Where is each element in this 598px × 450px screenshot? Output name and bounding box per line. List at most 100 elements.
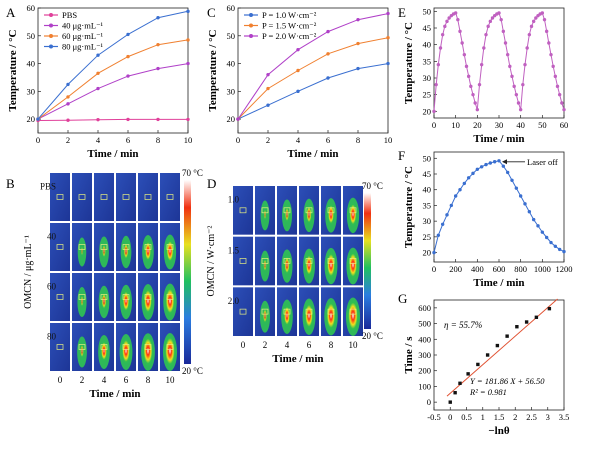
panel-d-thermal-hotspot <box>263 258 267 272</box>
chart-a-xtick-label: 4 <box>96 135 101 145</box>
chart-f-ylabel: Temperature / °C <box>403 166 415 248</box>
chart-e-data-point <box>440 32 445 37</box>
chart-e-data-point <box>503 41 508 45</box>
panel-b-col-label: 2 <box>80 375 85 385</box>
chart-a-series-line <box>37 39 189 120</box>
chart-e-data-point <box>553 74 558 79</box>
panel-d-thermal-cell <box>232 185 254 236</box>
panel-d-thermal-hotspot <box>283 304 291 327</box>
chart-g-xtick-label: 2.5 <box>526 412 537 422</box>
panel-b-roi-box <box>78 244 86 250</box>
chart-e-ytick-label: 20 <box>423 106 432 116</box>
panel-b-col-label: 4 <box>102 375 107 385</box>
chart-f-data-point <box>449 203 454 208</box>
panel-d-thermal-hotspot <box>305 253 313 277</box>
panel-d-roi-box <box>239 207 247 214</box>
chart-c-legend-marker <box>249 23 253 28</box>
efficiency-annotation: η = 55.7% <box>444 320 482 330</box>
chart-c-data-point <box>386 36 390 40</box>
chart-f-ytick-label: 25 <box>423 232 432 242</box>
chart-e-data-point <box>518 107 523 112</box>
chart-a-xlabel: Time / min <box>87 148 138 160</box>
panel-d-col-label: 6 <box>307 340 312 350</box>
panel-b-thermal-hotspot <box>121 337 131 365</box>
chart-e-xtick-label: 0 <box>432 120 436 130</box>
panel-b-row-label: 40 <box>47 232 57 242</box>
chart-e-data-point <box>516 101 521 105</box>
chart-c-data-point <box>266 103 270 107</box>
chart-f-data-point <box>453 194 458 198</box>
panel-b-row-label: PBS <box>40 182 56 192</box>
chart-e-data-point <box>447 16 451 20</box>
chart-a-data-point <box>66 82 70 87</box>
chart-c-data-point <box>296 89 300 94</box>
panel-d-row-label: 1.0 <box>228 195 240 205</box>
chart-a-series-line <box>37 63 189 120</box>
panel-b-ylabel: OMCN / μg·mL⁻¹ <box>23 235 34 309</box>
chart-e-data-point <box>562 107 566 112</box>
chart-c-xtick-label: 10 <box>384 135 393 145</box>
chart-a-series-line <box>37 118 188 121</box>
panel-b-roi-box <box>166 194 174 200</box>
chart-f-series-line <box>433 160 565 253</box>
chart-f-xtick-label: 1000 <box>534 264 551 274</box>
chart-e-data-point <box>469 84 473 89</box>
chart-e-data-point <box>555 84 560 89</box>
panel-b-roi-box <box>56 244 64 250</box>
panel-b-roi-box <box>122 294 130 300</box>
chart-a-data-point <box>156 66 160 71</box>
chart-f-xtick-label: 600 <box>493 264 506 274</box>
chart-a-xtick-label: 2 <box>66 135 70 145</box>
panel-d-roi-box <box>349 308 357 315</box>
chart-f-data-point <box>440 222 445 226</box>
chart-f-data-point <box>445 213 449 217</box>
panel-d-thermal-hotspot <box>262 307 268 324</box>
panel-d-roi-box <box>261 207 269 214</box>
panel-b-colorbar-min: 20 °C <box>182 366 203 376</box>
panel-d-col-label: 8 <box>329 340 334 350</box>
chart-e-data-point <box>490 16 495 20</box>
panel-d-colorbar <box>364 193 371 329</box>
chart-f-data-point <box>471 171 475 176</box>
chart-g-xtick-label: 1.5 <box>494 412 505 422</box>
chart-e-data-point <box>460 41 464 45</box>
panel-b-roi-box <box>144 344 152 350</box>
chart-a-data-point <box>186 9 190 14</box>
chart-e: 0 10 20 30 40 50 60 20 25 30 35 40 45 50 Time / min Tem… <box>403 6 568 145</box>
chart-c-frame <box>237 7 389 134</box>
chart-e-data-point <box>505 52 510 57</box>
chart-a-data-point <box>96 53 100 57</box>
chart-a-ylabel: Temperature / °C <box>7 29 19 111</box>
chart-e-xtick-label: 50 <box>538 120 547 130</box>
chart-g-data-point <box>547 306 552 311</box>
chart-g-ytick-label: 600 <box>418 303 431 313</box>
panel-b-roi-box <box>56 194 64 200</box>
chart-c-data-point <box>356 17 360 22</box>
chart-e-data-point <box>529 24 534 29</box>
chart-g-xtick-label: 0 <box>448 412 452 422</box>
panel-b-thermal-hotspot <box>79 343 85 359</box>
chart-a-legend-marker <box>49 13 53 17</box>
panel-letter-f: F <box>398 148 405 163</box>
chart-e-data-point <box>443 24 447 29</box>
chart-e-data-point <box>434 82 438 87</box>
chart-e-data-point <box>484 32 488 37</box>
chart-c-series-line <box>237 13 389 120</box>
chart-g-xlabel: −lnθ <box>488 425 509 437</box>
panel-b-thermal-hotspot <box>166 239 174 263</box>
chart-a-data-point <box>126 54 130 59</box>
panel-d-xlabel: Time / min <box>272 353 323 365</box>
chart-a-data-point <box>96 117 100 122</box>
panel-d-roi-box <box>349 207 357 214</box>
chart-e-ytick-label: 35 <box>423 56 432 66</box>
chart-e-data-point <box>471 92 475 97</box>
chart-f-data-point <box>536 224 540 228</box>
chart-f-xlabel: Time / min <box>473 277 524 289</box>
chart-g-xtick-label: 3 <box>546 412 550 422</box>
chart-a-data-point <box>96 86 100 91</box>
panel-d-roi-box <box>305 258 313 264</box>
panel-d-roi-box <box>239 308 247 315</box>
panel-b-thermal-hotspot <box>123 242 129 260</box>
chart-g-xtick-label: -0.5 <box>427 412 440 422</box>
chart-c-data-point <box>386 61 390 66</box>
